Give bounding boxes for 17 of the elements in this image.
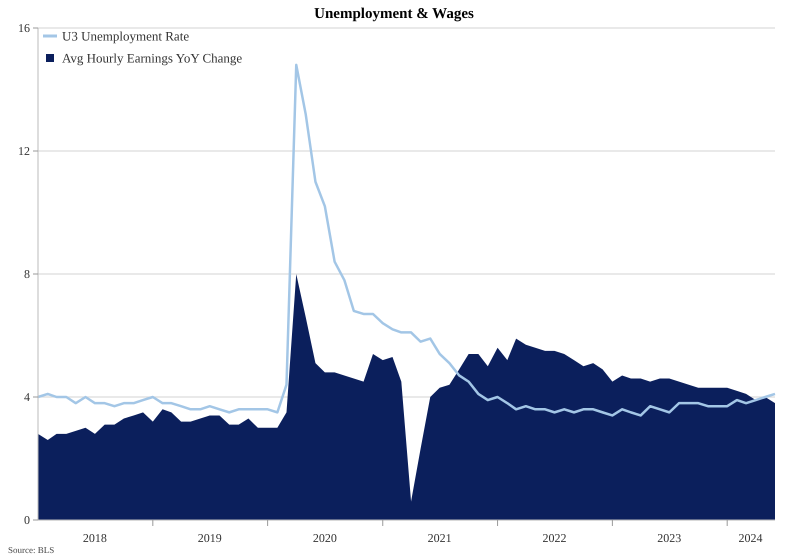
x-tick-label: 2024 (738, 531, 762, 545)
x-tick-label: 2023 (657, 531, 682, 545)
y-tick-label: 16 (18, 21, 30, 36)
x-tick-label: 2018 (82, 531, 107, 545)
x-tick-label: 2020 (312, 531, 337, 545)
chart-title: Unemployment & Wages (314, 6, 474, 22)
y-tick-label: 4 (24, 390, 30, 404)
x-tick-label: 2022 (542, 531, 566, 545)
legend-label: U3 Unemployment Rate (62, 28, 190, 44)
x-tick-label: 2021 (428, 531, 452, 545)
legend-label: Avg Hourly Earnings YoY Change (62, 50, 242, 66)
x-tick-label: 2019 (198, 531, 222, 545)
line-series (36, 64, 776, 417)
source-note: Source: BLS (8, 545, 54, 555)
y-tick-label: 0 (24, 513, 30, 528)
y-tick-label: 12 (18, 144, 30, 158)
y-tick-label: 8 (24, 267, 30, 282)
